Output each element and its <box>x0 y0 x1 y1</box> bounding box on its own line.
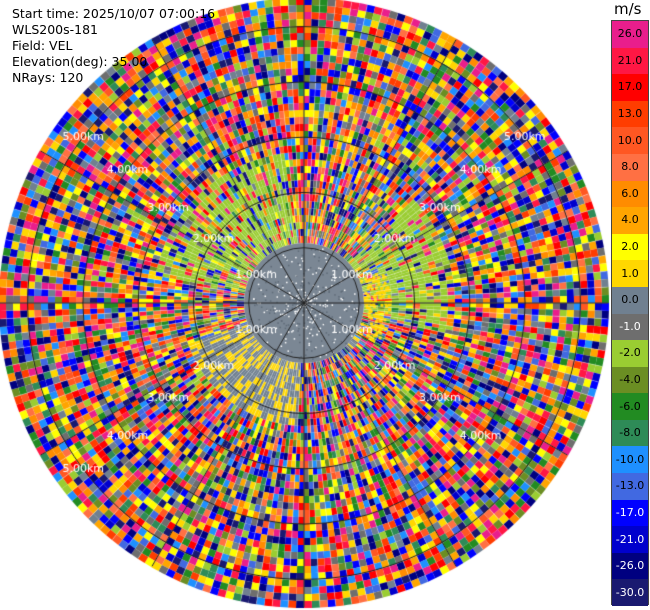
colorbar-segment <box>612 180 648 208</box>
colorbar-tick-label: 10.0 <box>617 133 643 147</box>
colorbar-tick-label: -10.0 <box>615 452 645 466</box>
colorbar-tick-label: 0.0 <box>621 293 639 307</box>
colorbar-tick-label: -1.0 <box>619 319 641 333</box>
colorbar-segment <box>612 127 648 155</box>
colorbar-segment <box>612 499 648 527</box>
colorbar-tick-label: -2.0 <box>619 346 641 360</box>
colorbar-tick-label: -8.0 <box>619 426 641 440</box>
colorbar-segment <box>612 286 648 314</box>
colorbar-segment <box>612 552 648 580</box>
colorbar-tick-label: 26.0 <box>617 27 643 41</box>
start-time-text: Start time: 2025/10/07 07:00:16 <box>12 6 216 21</box>
colorbar-segment <box>612 74 648 102</box>
colorbar-tick-label: 21.0 <box>617 53 643 67</box>
nrays-text: NRays: 120 <box>12 70 84 85</box>
colorbar-tick-label: 2.0 <box>621 240 639 254</box>
colorbar-segment <box>612 21 648 49</box>
colorbar-segment <box>612 260 648 288</box>
colorbar-segment <box>612 207 648 235</box>
colorbar-tick-label: 13.0 <box>617 107 643 121</box>
colorbar-tick-label: 17.0 <box>617 80 643 94</box>
colorbar-segment <box>612 340 648 368</box>
instrument-text: WLS200s-181 <box>12 22 98 37</box>
colorbar-segment <box>612 153 648 182</box>
colorbar-tick-label: -6.0 <box>619 399 641 413</box>
colorbar-tick-label: -21.0 <box>615 532 645 546</box>
colorbar-tick-label: 6.0 <box>621 186 639 200</box>
colorbar-segment <box>612 446 648 474</box>
colorbar-tick-label: -4.0 <box>619 372 641 386</box>
field-text: Field: VEL <box>12 38 73 53</box>
colorbar-segment <box>612 473 648 501</box>
colorbar-tick-label: 4.0 <box>621 213 639 227</box>
plot-info: Start time: 2025/10/07 07:00:16 WLS200s-… <box>12 6 215 86</box>
colorbar-segment <box>612 47 648 75</box>
elevation-text: Elevation(deg): 35.00 <box>12 54 148 69</box>
colorbar: 26.0 21.0 17.0 13.0 10.0 8.0 6.0 4.0 2.0 1.0 0.0 -1… <box>611 20 649 607</box>
colorbar-segment <box>612 526 648 554</box>
colorbar-segment <box>612 366 648 394</box>
colorbar-tick-label: -17.0 <box>615 505 645 519</box>
colorbar-segment <box>612 233 648 261</box>
colorbar-unit-title: m/s <box>614 0 642 18</box>
colorbar-segment <box>612 393 648 421</box>
colorbar-tick-label: -13.0 <box>615 479 645 493</box>
colorbar-tick-label: -26.0 <box>615 559 645 573</box>
colorbar-segment <box>612 579 648 607</box>
colorbar-tick-label: 1.0 <box>621 266 639 280</box>
colorbar-segment <box>612 313 648 341</box>
colorbar-segment <box>612 419 648 447</box>
colorbar-tick-label: 8.0 <box>621 160 639 174</box>
colorbar-segment <box>612 100 648 128</box>
colorbar-tick-label: -30.0 <box>615 585 645 599</box>
